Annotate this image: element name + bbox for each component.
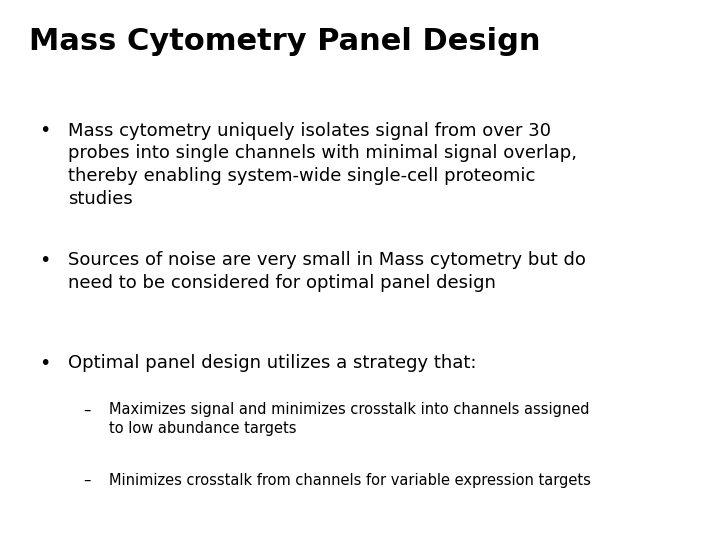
- Text: Sources of noise are very small in Mass cytometry but do
need to be considered f: Sources of noise are very small in Mass …: [68, 251, 586, 292]
- Text: Mass cytometry uniquely isolates signal from over 30
probes into single channels: Mass cytometry uniquely isolates signal …: [68, 122, 577, 208]
- Text: Mass Cytometry Panel Design: Mass Cytometry Panel Design: [29, 27, 540, 56]
- Text: –: –: [83, 472, 90, 488]
- Text: –: –: [83, 402, 90, 417]
- Text: Minimizes crosstalk from channels for variable expression targets: Minimizes crosstalk from channels for va…: [109, 472, 591, 488]
- Text: •: •: [40, 251, 51, 270]
- Text: •: •: [40, 122, 51, 140]
- Text: Maximizes signal and minimizes crosstalk into channels assigned
to low abundance: Maximizes signal and minimizes crosstalk…: [109, 402, 590, 436]
- Text: Optimal panel design utilizes a strategy that:: Optimal panel design utilizes a strategy…: [68, 354, 477, 372]
- Text: •: •: [40, 354, 51, 373]
